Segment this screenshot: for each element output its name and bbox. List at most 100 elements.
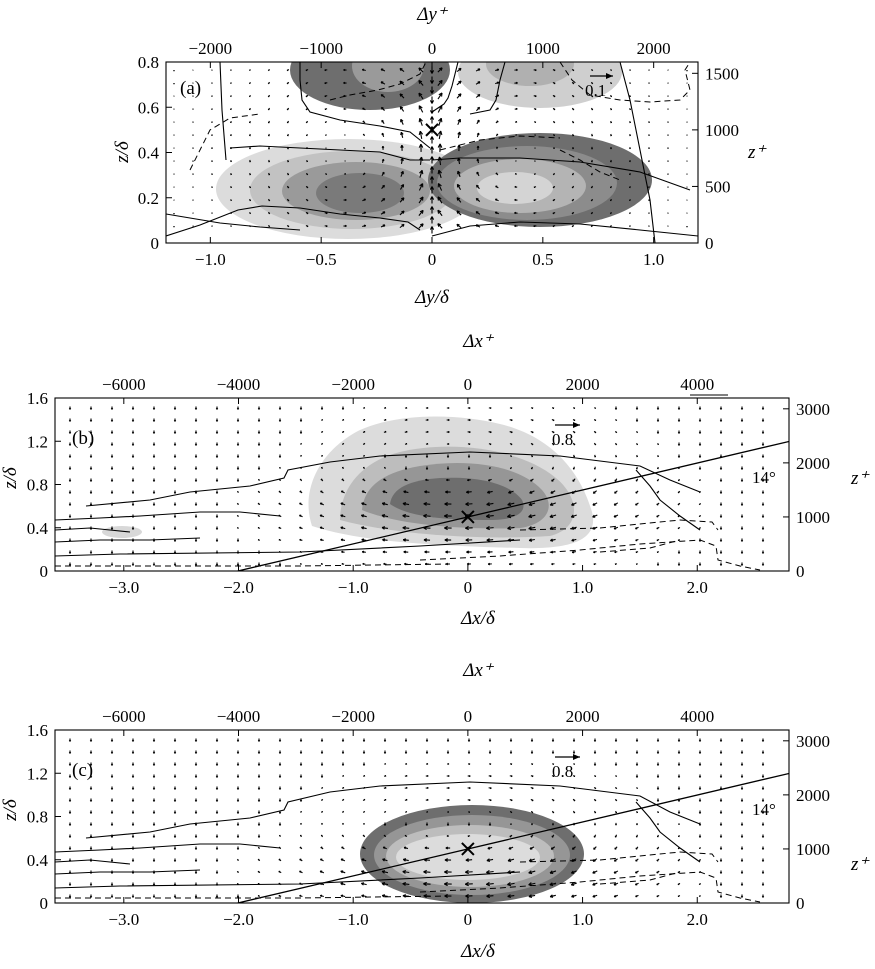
- vector-arrow-head: [468, 443, 471, 445]
- vector-arrow-head: [278, 551, 281, 553]
- vector-arrow-head: [325, 225, 328, 227]
- vector-arrow-head: [489, 775, 492, 777]
- vector-arrow-head: [132, 895, 135, 898]
- vector-arrow-head: [720, 491, 723, 494]
- vector-arrow-head: [153, 823, 156, 826]
- vector-arrow-head: [90, 835, 93, 838]
- vector-arrow-head: [342, 751, 345, 754]
- vector-arrow-head: [237, 787, 240, 790]
- vector-arrow-head: [299, 490, 301, 493]
- vector-arrow-head: [237, 539, 240, 542]
- vector-arrow-head: [111, 467, 114, 470]
- vector-arrow-head: [69, 491, 72, 494]
- vector-arrow-head: [111, 811, 114, 814]
- vector-arrow-head: [132, 539, 135, 542]
- vector-arrow-head: [342, 763, 345, 766]
- vector-arrow-head: [534, 81, 537, 84]
- vector-arrow-head: [237, 407, 240, 410]
- vector-arrow-head: [456, 224, 459, 227]
- panel-b-left-axis-label: z/δ: [0, 466, 21, 490]
- vector-arrow-head: [741, 799, 744, 802]
- vector-arrow-head: [195, 811, 198, 814]
- vector-arrow-head: [382, 858, 385, 862]
- right-tick-label: 0: [796, 894, 805, 913]
- vector-arrow-head: [216, 751, 219, 754]
- vector-arrow-head: [657, 407, 660, 410]
- vector-arrow-head: [678, 419, 681, 422]
- vector-arrow-head: [531, 739, 534, 742]
- vector-arrow-head: [278, 871, 281, 873]
- vector-arrow-head: [174, 763, 177, 766]
- vector-arrow-head: [216, 799, 219, 802]
- panel-b-plot-area: [55, 406, 789, 571]
- vector-arrow-head: [258, 407, 261, 410]
- left-tick-label: 0.8: [27, 808, 48, 827]
- vector-arrow-head: [257, 883, 260, 885]
- vector-arrow-head: [344, 198, 347, 201]
- left-tick-label: 0: [40, 894, 49, 913]
- vector-arrow-head: [90, 883, 93, 886]
- vector-arrow-head: [445, 847, 449, 850]
- vector-arrow-head: [423, 503, 427, 506]
- vector-arrow-head: [174, 751, 177, 754]
- vector-arrow-head: [552, 751, 555, 754]
- vector-arrow-head: [510, 775, 513, 777]
- vector-arrow-head: [510, 431, 513, 433]
- vector-arrow-head: [340, 514, 343, 518]
- vector-arrow-head: [551, 836, 554, 838]
- left-tick-label: 0.4: [138, 144, 160, 163]
- vector-arrow-head: [431, 80, 435, 84]
- bottom-tick-label: −1.0: [195, 250, 226, 269]
- vector-arrow-head: [237, 739, 240, 742]
- vector-arrow-head: [341, 563, 344, 565]
- vector-arrow-head: [720, 799, 723, 802]
- vector-arrow-head: [249, 134, 251, 137]
- left-tick-label: 0.4: [27, 519, 49, 538]
- vector-arrow-head: [363, 159, 365, 162]
- vector-arrow-head: [429, 216, 433, 220]
- vector-arrow-head: [699, 811, 702, 814]
- vector-arrow-head: [111, 503, 114, 506]
- vector-arrow-head: [195, 515, 198, 518]
- vector-arrow-head: [279, 563, 282, 566]
- vector-arrow-head: [237, 479, 240, 482]
- vector-arrow-head: [69, 823, 72, 826]
- vector-arrow-head: [237, 455, 240, 458]
- vector-arrow-head: [573, 751, 576, 754]
- vector-arrow-head: [69, 787, 72, 790]
- vector-arrow: [419, 131, 423, 139]
- vector-arrow-head: [399, 80, 402, 84]
- vector-arrow-head: [438, 117, 442, 122]
- vector-arrow-head: [216, 407, 219, 410]
- bottom-tick-label: 0: [464, 910, 473, 929]
- vector-arrow-head: [237, 551, 240, 554]
- vector-arrow-head: [438, 79, 443, 83]
- vector-arrow-head: [486, 895, 490, 899]
- vector-arrow-head: [762, 407, 765, 410]
- vector-arrow-head: [403, 551, 406, 554]
- panel-b-right-axis-label: z⁺: [850, 468, 870, 489]
- vector-arrow-head: [216, 847, 219, 850]
- vector-arrow-head: [720, 563, 723, 566]
- vector-arrow-head: [720, 515, 723, 518]
- vector-arrow-head: [132, 799, 135, 802]
- right-tick-label: 2000: [796, 454, 830, 473]
- panel-c: −3.0 −2.0 −1.0 0 1.0 2.0 −6000 −4000 −2000 0 2000 4…: [0, 660, 870, 962]
- vector-arrow-head: [111, 847, 114, 850]
- vector-arrow-head: [594, 775, 597, 777]
- vector-arrow-head: [69, 467, 72, 470]
- vector-arrow-head: [344, 224, 347, 227]
- vector-arrow-head: [380, 81, 383, 85]
- vector-arrow-head: [278, 539, 281, 541]
- panel-a-line-contours: [166, 62, 698, 243]
- vector-arrow-head: [762, 491, 765, 494]
- vector-arrow-head: [174, 443, 177, 446]
- vector-arrow-head: [573, 407, 576, 409]
- vector-arrow-head: [572, 480, 575, 482]
- vector-arrow-head: [477, 93, 480, 96]
- vector-arrow-head: [530, 563, 533, 566]
- vector-arrow-head: [195, 551, 198, 554]
- panel-a-ticks: −1.0 −0.5 0 0.5 1.0 −2000 −1000 0 1000 2000 0 0.2 0.…: [138, 39, 739, 269]
- vector-arrow-head: [90, 419, 93, 422]
- vector-arrow-head: [720, 539, 723, 542]
